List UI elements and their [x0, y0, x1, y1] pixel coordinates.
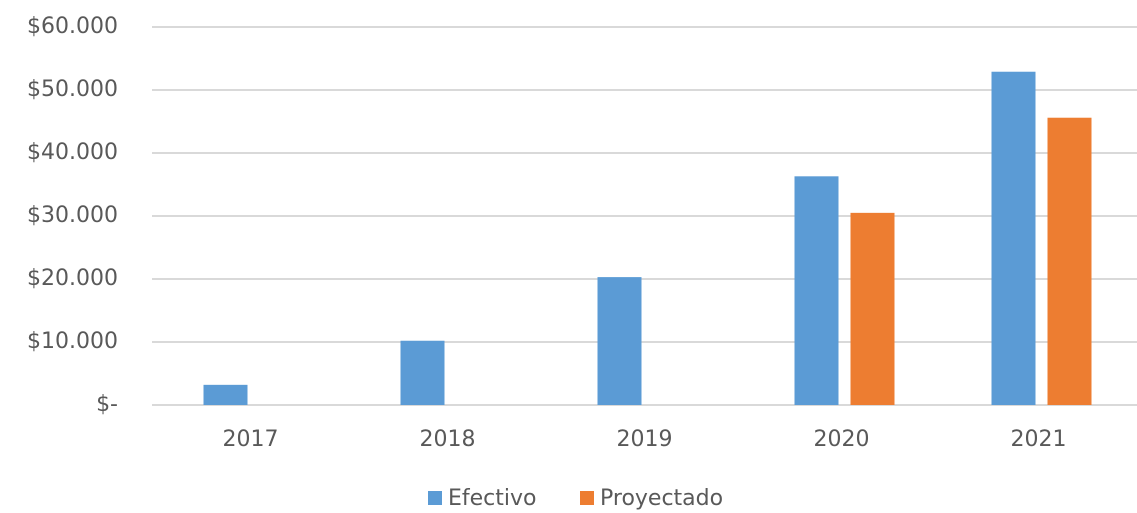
bar — [794, 176, 839, 405]
bar — [991, 71, 1036, 405]
legend-swatch — [428, 491, 442, 505]
bar — [1047, 117, 1092, 405]
y-tick-label: $- — [96, 392, 118, 417]
legend-label: Efectivo — [448, 486, 537, 511]
x-tick-label: 2019 — [617, 427, 673, 452]
y-tick-label: $60.000 — [27, 14, 118, 39]
bar — [400, 340, 445, 405]
x-tick-label: 2020 — [814, 427, 870, 452]
x-tick-label: 2017 — [223, 427, 279, 452]
bar — [850, 212, 895, 405]
y-tick-label: $40.000 — [27, 140, 118, 165]
bar — [597, 277, 642, 405]
bar — [203, 384, 248, 405]
y-tick-label: $30.000 — [27, 203, 118, 228]
y-tick-label: $50.000 — [27, 77, 118, 102]
legend-label: Proyectado — [600, 486, 723, 511]
legend-swatch — [580, 491, 594, 505]
x-tick-label: 2021 — [1011, 427, 1067, 452]
x-tick-label: 2018 — [420, 427, 476, 452]
y-tick-label: $10.000 — [27, 329, 118, 354]
y-tick-label: $20.000 — [27, 266, 118, 291]
